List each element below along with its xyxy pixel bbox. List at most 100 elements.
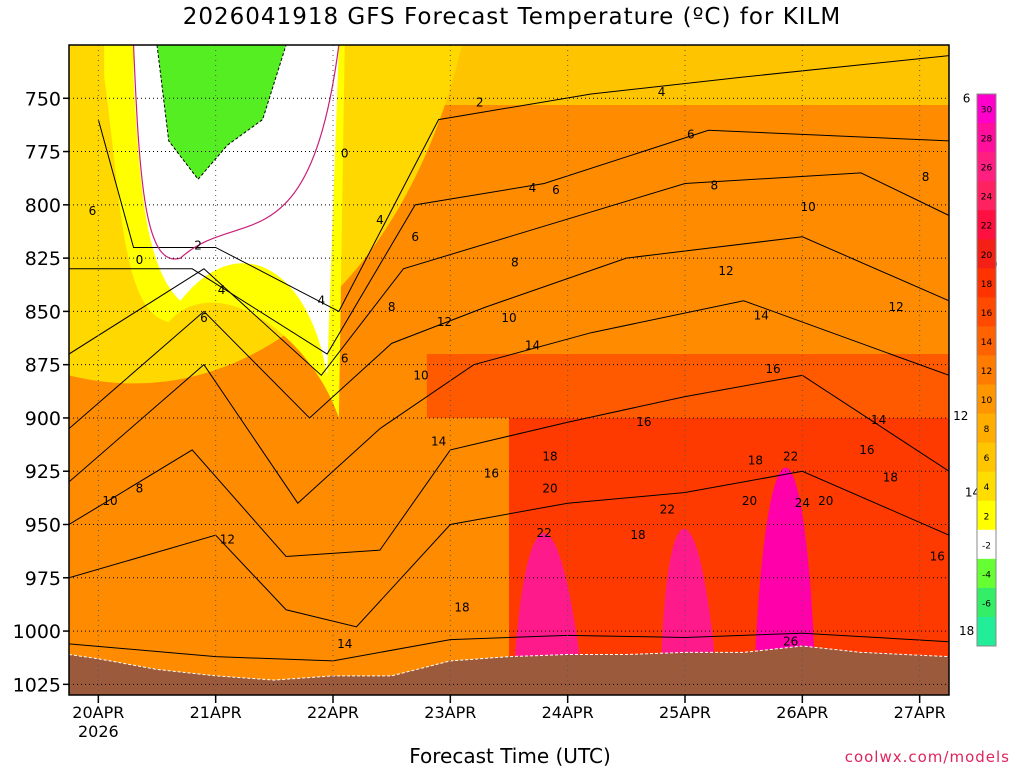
colorbar-label: 20 — [981, 251, 993, 261]
y-tick-label: 1000 — [13, 621, 61, 643]
contour-label: 18 — [748, 454, 763, 468]
colorbar-swatch — [977, 500, 996, 531]
contour-label: 16 — [930, 549, 945, 563]
contour-label: 14 — [337, 637, 352, 651]
contour-label: 0 — [341, 147, 349, 161]
colorbar-label: -6 — [982, 599, 991, 609]
colorbar-label: 6 — [984, 454, 990, 464]
contour-label: 12 — [220, 532, 235, 546]
plot-gridlines — [69, 45, 949, 695]
colorbar-label: 18 — [981, 280, 993, 290]
y-tick-label: 750 — [25, 88, 61, 110]
colorbar-swatch — [977, 297, 996, 327]
x-tick-label: 21APR — [190, 703, 242, 722]
contour-label: 14 — [965, 486, 980, 500]
colorbar-label: 30 — [981, 106, 993, 116]
contour-label: 20 — [542, 481, 557, 495]
isotherm-line — [97, 55, 949, 313]
colorbar-swatch — [977, 268, 996, 298]
isotherm-contours — [69, 45, 949, 662]
colorbar-swatch — [977, 326, 996, 356]
colorbar-label: 28 — [981, 135, 993, 145]
isotherm-line — [69, 172, 949, 377]
contour-label: 4 — [529, 181, 537, 195]
y-tick-label: 925 — [25, 461, 61, 483]
y-axis-ticks: 750 775 800 825 850 875 900 925 950 975 1000 1025 — [13, 88, 69, 696]
colorbar-swatches — [976, 93, 997, 647]
contour-label: 4 — [317, 294, 325, 308]
colorbar-label: 8 — [984, 425, 990, 435]
colorbar-swatch — [977, 558, 996, 589]
colorbar-labels: 30 28 26 24 22 20 18 16 14 12 10 8 6 4 2 -2 -4 -6 — [981, 106, 993, 610]
x-tick-label: 22APR — [307, 703, 359, 722]
contour-label: 16 — [859, 443, 874, 457]
colorbar-label: 26 — [981, 164, 993, 174]
contour-label: 20 — [742, 494, 757, 508]
y-tick-label: 975 — [25, 568, 61, 590]
colorbar-label: 14 — [981, 338, 993, 348]
colorbar-swatch — [977, 529, 996, 560]
contour-label: 20 — [818, 494, 833, 508]
colorbar-swatch — [977, 181, 996, 211]
contour-label: 10 — [801, 200, 816, 214]
contour-label: 8 — [922, 170, 930, 184]
band-warm-lower — [509, 417, 949, 695]
colorbar-label: 12 — [981, 367, 992, 377]
y-tick-label: 950 — [25, 515, 61, 537]
chart-title: 2026041918 GFS Forecast Temperature (ºC)… — [182, 4, 842, 30]
minus-two-isotherm — [156, 45, 287, 181]
contour-label: 0 — [136, 253, 144, 267]
y-tick-label: 825 — [25, 248, 61, 270]
colorbar-label: -2 — [982, 541, 991, 551]
contour-label: 22 — [783, 449, 798, 463]
colorbar-label: 4 — [984, 483, 990, 493]
x-tick-label: 27APR — [894, 703, 946, 722]
contour-label: 12 — [953, 409, 968, 423]
isotherm-line — [69, 374, 949, 557]
colorbar-swatch — [977, 355, 996, 386]
contour-label: 22 — [660, 503, 675, 517]
colorbar-swatch — [977, 239, 996, 269]
x-tick-label: 24APR — [542, 703, 594, 722]
isotherm-line — [69, 129, 949, 355]
contour-label: 6 — [89, 204, 97, 218]
isotherm-line — [69, 632, 949, 662]
contour-label: 6 — [411, 230, 419, 244]
contour-label: 4 — [376, 213, 384, 227]
contour-label: 4 — [218, 283, 226, 297]
colorbar-label: 16 — [981, 309, 993, 319]
colorbar-swatch — [977, 616, 996, 647]
contour-label: 10 — [102, 494, 117, 508]
contour-label: 8 — [711, 179, 719, 193]
y-tick-label: 900 — [25, 408, 61, 430]
colorbar-label: 22 — [981, 222, 992, 232]
colorbar-swatch — [977, 210, 996, 240]
colorbar-label: -4 — [982, 570, 991, 580]
contour-labels: 0022444446666666888881010101010121212121… — [89, 85, 998, 651]
zero-degree-isotherm — [132, 45, 340, 260]
x-tick-year-label: 2026 — [78, 722, 119, 741]
source-credit: coolwx.com/models — [844, 748, 1010, 766]
x-tick-label: 25APR — [659, 703, 711, 722]
contour-label: 12 — [889, 300, 904, 314]
contour-label: 26 — [783, 635, 798, 649]
colorbar-swatch — [977, 413, 996, 444]
contour-label: 2 — [194, 238, 202, 252]
contour-label: 24 — [795, 496, 810, 510]
contour-label: 2 — [476, 96, 484, 110]
contour-label: 16 — [484, 466, 499, 480]
contour-label: 18 — [454, 601, 469, 615]
warm-pocket — [755, 467, 815, 651]
x-tick-label: 20APR — [72, 703, 124, 722]
x-tick-label: 23APR — [424, 703, 476, 722]
y-tick-label: 875 — [25, 355, 61, 377]
contour-label: 8 — [388, 300, 396, 314]
contour-label: 18 — [542, 449, 557, 463]
y-tick-label: 850 — [25, 301, 61, 323]
y-tick-label: 800 — [25, 195, 61, 217]
colorbar-label: 2 — [984, 512, 990, 522]
contour-label: 6 — [963, 91, 971, 105]
warm-pocket — [661, 528, 715, 655]
